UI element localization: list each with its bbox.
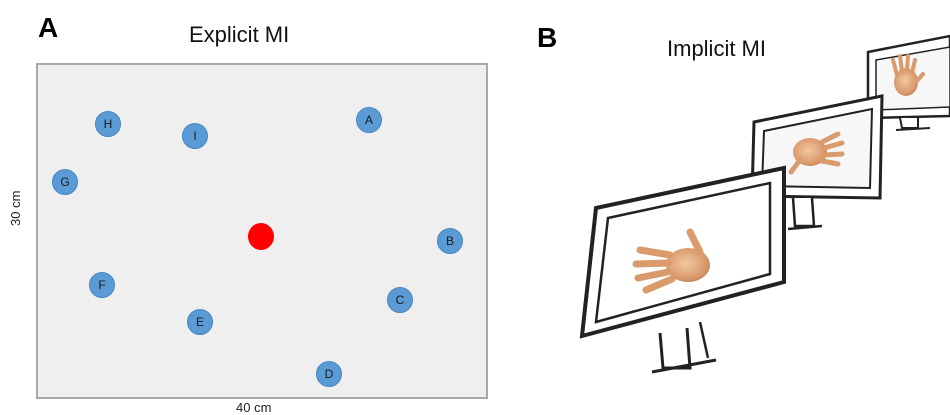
hand-icon [632, 228, 710, 294]
implicit-mi-monitors [579, 34, 950, 374]
panel-b-letter: B [537, 22, 558, 53]
target-d: D [316, 361, 342, 387]
target-f: F [89, 272, 115, 298]
panel-b-title: Implicit MI [667, 36, 766, 61]
board-height-label: 30 cm [8, 190, 23, 226]
hand-icon [788, 131, 845, 175]
monitor-back [866, 34, 950, 131]
hand-icon [891, 54, 925, 96]
target-i: I [182, 123, 208, 149]
monitor-front [579, 165, 786, 374]
center-start-dot [248, 223, 274, 250]
panel-a-letter: A [38, 12, 59, 43]
target-g: G [52, 169, 78, 195]
target-c: C [387, 287, 413, 313]
target-b: B [437, 228, 463, 254]
panel-a-title: Explicit MI [189, 22, 290, 47]
target-a: A [356, 107, 382, 133]
target-e: E [187, 309, 213, 335]
target-h: H [95, 111, 121, 137]
board-width-label: 40 cm [236, 400, 272, 415]
